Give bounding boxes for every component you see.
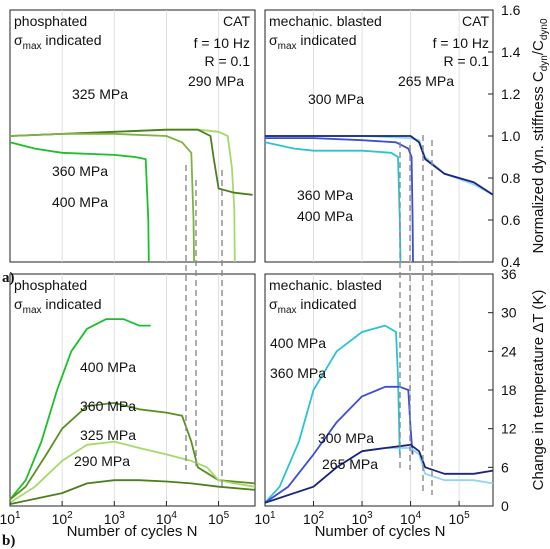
xtick-exp-b-left-1: 2 (67, 510, 73, 521)
ytick-label-b-right-2: 12 (501, 421, 517, 437)
series-line-b-right-265-mpa (264, 443, 494, 504)
panel-a-left-cat: CAT (223, 13, 250, 29)
xtick-exp-b-right-4: 5 (464, 510, 470, 521)
series-label-a-right-3: 400 MPa (297, 208, 353, 224)
panel-a-right-cat: CAT (462, 13, 489, 29)
panel-a-left-ratio: R = 0.1 (204, 53, 250, 69)
series-line-b-left-400-mpa (9, 318, 151, 501)
ytick-label-a-right-2: 0.8 (501, 170, 521, 186)
series-label-b-right-0: 300 MPa (318, 430, 374, 446)
xtick-exp-b-right-0: 1 (270, 510, 276, 521)
xtick-exp-b-left-3: 4 (171, 510, 177, 521)
panel-b-left-label-2: σmax indicated (14, 296, 101, 316)
panel-a-left-label-2: σmax indicated (14, 32, 101, 52)
xtick-exp-b-left-0: 1 (15, 510, 21, 521)
ytick-label-a-right-4: 1.2 (501, 86, 521, 102)
series-label-a-right-1: 265 MPa (398, 73, 454, 89)
panel-a-right-ylabel: Normalized dyn. stiffness Cdyn/Cdyn0 (530, 18, 550, 254)
series-line-b-right-400-mpa (264, 324, 401, 504)
series-line-a-left-360-mpa (9, 133, 195, 263)
panel-a-right-ratio: R = 0.1 (443, 53, 489, 69)
panel-b-left-plot: 400 MPa 360 MPa 325 MPa 290 MPa (9, 274, 256, 506)
panel-b-right-ylabel: Change in temperature ΔT (K) (530, 290, 547, 491)
series-label-b-right-extra-0: 400 MPa (270, 335, 326, 351)
series-line-b-left-360-mpa (9, 402, 256, 501)
series-label-a-left-0: 325 MPa (72, 86, 128, 102)
xtick-label-b-right-0: 101 (254, 510, 276, 527)
series-label-a-left-3: 400 MPa (52, 194, 108, 210)
panel-a-left-plot: 325 MPa 290 MPa 360 MPa 400 MPa (9, 10, 253, 263)
ytick-label-a-right-1: 0.6 (501, 212, 521, 228)
series-label-b-left-3: 290 MPa (74, 453, 130, 469)
ytick-label-a-right-6: 1.6 (501, 2, 521, 18)
series-line-a-right-360-mpa (265, 137, 414, 263)
ytick-label-a-right-5: 1.4 (501, 44, 521, 60)
panel-letter-a: a) (2, 270, 15, 286)
series-label-b-left-0: 400 MPa (80, 359, 136, 375)
ytick-label-b-right-6: 36 (501, 266, 517, 282)
panel-b-right: 300 MPa 265 MPa 400 MPa 360 MPa mechanic. b… (254, 266, 547, 540)
xtick-label-b-right-4: 105 (449, 510, 471, 527)
series-label-b-left-2: 325 MPa (80, 427, 136, 443)
panel-b-left-label-1: phosphated (14, 277, 87, 293)
panel-a-right-freq: f = 10 Hz (433, 35, 489, 51)
ytick-label-b-right-1: 6 (501, 459, 509, 475)
panel-b-left-xlabel: Number of cycles N (67, 523, 198, 540)
panel-b-left-frame (9, 273, 256, 507)
xtick-label-b-left-0: 101 (0, 510, 21, 527)
ytick-label-b-right-3: 18 (501, 382, 517, 398)
xtick-exp-b-left-4: 5 (224, 510, 230, 521)
panel-a-left-freq: f = 10 Hz (194, 35, 250, 51)
panel-a-right-label-2: σmax indicated (269, 32, 356, 52)
series-label-a-right-0: 300 MPa (308, 91, 364, 107)
ytick-label-a-right-0: 0.4 (501, 254, 521, 270)
cross-panel-dashed-lines (185, 135, 433, 495)
ytick-label-b-right-4: 24 (501, 343, 517, 359)
panel-a-right-yticks: 0.4 0.6 0.8 1.0 1.2 1.4 1.6 (488, 2, 521, 270)
panel-a-right-label-1: mechanic. blasted (269, 13, 382, 29)
ytick-label-a-right-3: 1.0 (501, 128, 521, 144)
series-label-a-right-2: 360 MPa (297, 187, 353, 203)
series-label-b-left-1: 360 MPa (80, 398, 136, 414)
xtick-exp-b-right-1: 2 (319, 510, 325, 521)
panel-b-right-label-1: mechanic. blasted (269, 277, 382, 293)
series-label-b-right-extra-1: 360 MPa (270, 365, 326, 381)
series-line-a-left-290-mpa (9, 128, 253, 196)
series-label-a-left-2: 360 MPa (52, 163, 108, 179)
panel-b-right-yticks: 0 6 12 18 24 30 36 (488, 266, 517, 514)
panel-a-right-plot: 300 MPa 265 MPa 360 MPa 400 MPa (264, 10, 494, 263)
xtick-label-b-left-4: 105 (208, 510, 230, 527)
panel-b-right-label-2: σmax indicated (269, 296, 356, 316)
series-line-a-right-265-mpa (265, 135, 494, 196)
series-label-b-right-1: 265 MPa (322, 456, 378, 472)
panel-a-left-label-1: phosphated (14, 13, 87, 29)
xtick-exp-b-right-2: 3 (367, 510, 373, 521)
series-line-a-left-400-mpa (9, 141, 150, 263)
series-line-a-right-400-mpa (264, 141, 402, 263)
ytick-label-b-right-0: 0 (501, 498, 509, 514)
ytick-label-b-right-5: 30 (501, 305, 517, 321)
series-line-b-left-290-mpa (9, 479, 256, 505)
series-line-b-left-325-mpa (9, 440, 256, 504)
panel-letter-b: b) (2, 533, 15, 549)
xtick-exp-b-right-3: 4 (416, 510, 422, 521)
panel-a-right: 300 MPa 265 MPa 360 MPa 400 MPa mechanic. b… (264, 2, 550, 270)
xtick-exp-b-left-2: 3 (119, 510, 125, 521)
panel-b-right-xlabel: Number of cycles N (315, 523, 446, 540)
series-label-a-left-1: 290 MPa (188, 73, 244, 89)
